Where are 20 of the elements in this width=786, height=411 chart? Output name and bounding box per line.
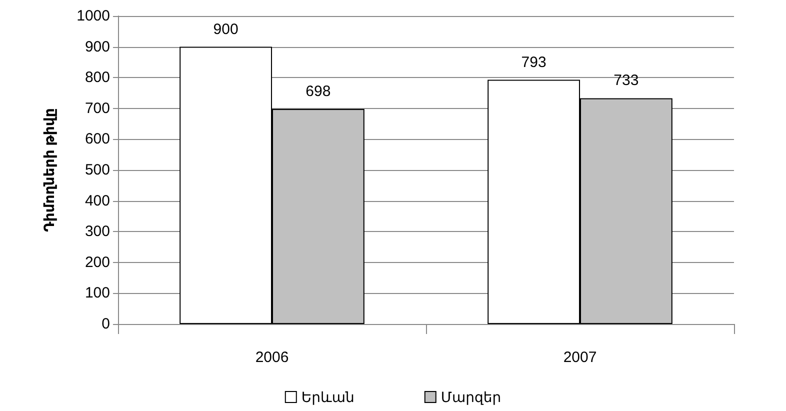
y-tick-label: 300 <box>84 223 110 240</box>
data-label: 900 <box>213 20 238 38</box>
y-tick-label: 1000 <box>76 8 110 24</box>
data-label: 733 <box>614 72 639 90</box>
y-tick-label: 0 <box>102 316 110 332</box>
x-tick-label: 2006 <box>255 349 289 366</box>
data-label: 793 <box>521 54 546 71</box>
data-label: 698 <box>306 83 331 100</box>
x-tick-label: 2007 <box>563 349 597 366</box>
y-tick-label: 600 <box>84 130 110 148</box>
y-tick-label: 200 <box>84 254 110 271</box>
y-tick-label: 400 <box>84 192 110 210</box>
legend-label: Երևան <box>301 389 354 405</box>
y-tick-label: 500 <box>84 162 110 178</box>
y-tick-label: 800 <box>84 69 110 86</box>
y-tick-label: 900 <box>84 38 110 56</box>
y-tick-label: 700 <box>84 100 110 117</box>
y-axis-title: Դիմողների թիվը <box>41 108 57 232</box>
y-tick-label: 100 <box>84 284 110 302</box>
legend-label: Մարզեր <box>440 389 502 405</box>
